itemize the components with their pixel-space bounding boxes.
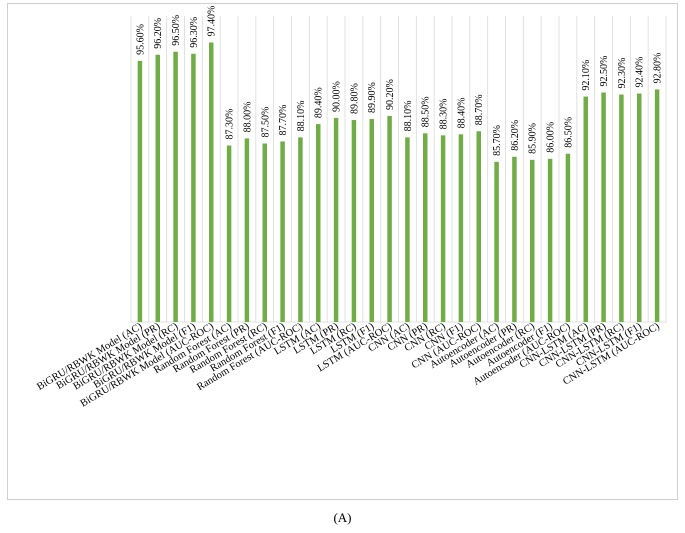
data-label: 88.50% bbox=[421, 96, 432, 127]
bar bbox=[619, 94, 624, 322]
data-label: 87.30% bbox=[225, 109, 236, 140]
bar bbox=[369, 119, 374, 323]
bar bbox=[244, 138, 250, 322]
data-label: 97.40% bbox=[207, 6, 218, 37]
data-label: 92.50% bbox=[599, 56, 610, 87]
data-label: 89.90% bbox=[367, 82, 378, 113]
bar bbox=[654, 89, 660, 322]
bar bbox=[137, 60, 143, 322]
data-label: 86.50% bbox=[563, 117, 574, 148]
bar bbox=[316, 124, 321, 323]
data-label: 92.40% bbox=[635, 57, 646, 88]
bar bbox=[226, 145, 232, 322]
bar bbox=[476, 131, 481, 322]
bar bbox=[547, 158, 553, 322]
data-label: 88.30% bbox=[439, 98, 450, 129]
data-label: 88.00% bbox=[242, 102, 253, 133]
bar bbox=[458, 134, 464, 322]
data-label: 88.40% bbox=[456, 97, 467, 128]
data-label: 88.10% bbox=[403, 101, 414, 132]
gridlines bbox=[130, 16, 667, 322]
bar bbox=[298, 137, 303, 322]
bar bbox=[583, 96, 588, 322]
data-label: 85.90% bbox=[528, 123, 539, 154]
bar bbox=[512, 156, 517, 322]
data-label: 90.20% bbox=[385, 79, 396, 110]
bar bbox=[601, 92, 606, 322]
data-label: 86.00% bbox=[546, 122, 557, 153]
data-label: 89.40% bbox=[314, 87, 325, 118]
data-label: 96.20% bbox=[153, 18, 164, 49]
data-label: 88.70% bbox=[474, 94, 485, 125]
data-label: 92.30% bbox=[617, 58, 628, 89]
bar bbox=[173, 51, 178, 322]
bar bbox=[423, 133, 428, 322]
bar bbox=[209, 42, 214, 323]
bar bbox=[494, 161, 499, 322]
bar bbox=[333, 118, 339, 322]
data-label: 85.70% bbox=[492, 125, 503, 156]
figure-caption: (A) bbox=[333, 510, 352, 525]
data-label: 89.80% bbox=[349, 83, 360, 114]
bar bbox=[530, 159, 535, 322]
bar bbox=[155, 54, 160, 322]
data-label: 95.60% bbox=[135, 24, 146, 55]
bar bbox=[637, 93, 642, 323]
data-label: 96.50% bbox=[171, 15, 182, 46]
data-label: 86.20% bbox=[510, 120, 521, 151]
bar bbox=[405, 137, 410, 322]
data-label: 92.80% bbox=[653, 53, 664, 84]
data-label: 87.70% bbox=[278, 105, 289, 136]
bar bbox=[262, 143, 267, 322]
bar bbox=[351, 120, 357, 322]
data-label: 88.10% bbox=[296, 101, 307, 132]
bar bbox=[440, 135, 446, 322]
bar bbox=[280, 141, 285, 322]
data-label: 90.00% bbox=[332, 81, 343, 112]
bar bbox=[191, 53, 196, 323]
data-label: 92.10% bbox=[581, 60, 592, 91]
data-label: 87.50% bbox=[260, 107, 271, 138]
bar bbox=[565, 153, 571, 322]
bar-chart: 95.60%BiGRU/RBWK Model (AC)96.20%BiGRU/R… bbox=[35, 6, 667, 410]
data-label: 96.30% bbox=[189, 17, 200, 48]
bar bbox=[387, 115, 392, 323]
chart-frame: 95.60% BiGRU/RBWK Model (AC) 96.20% BiGRU/R… bbox=[7, 3, 678, 500]
